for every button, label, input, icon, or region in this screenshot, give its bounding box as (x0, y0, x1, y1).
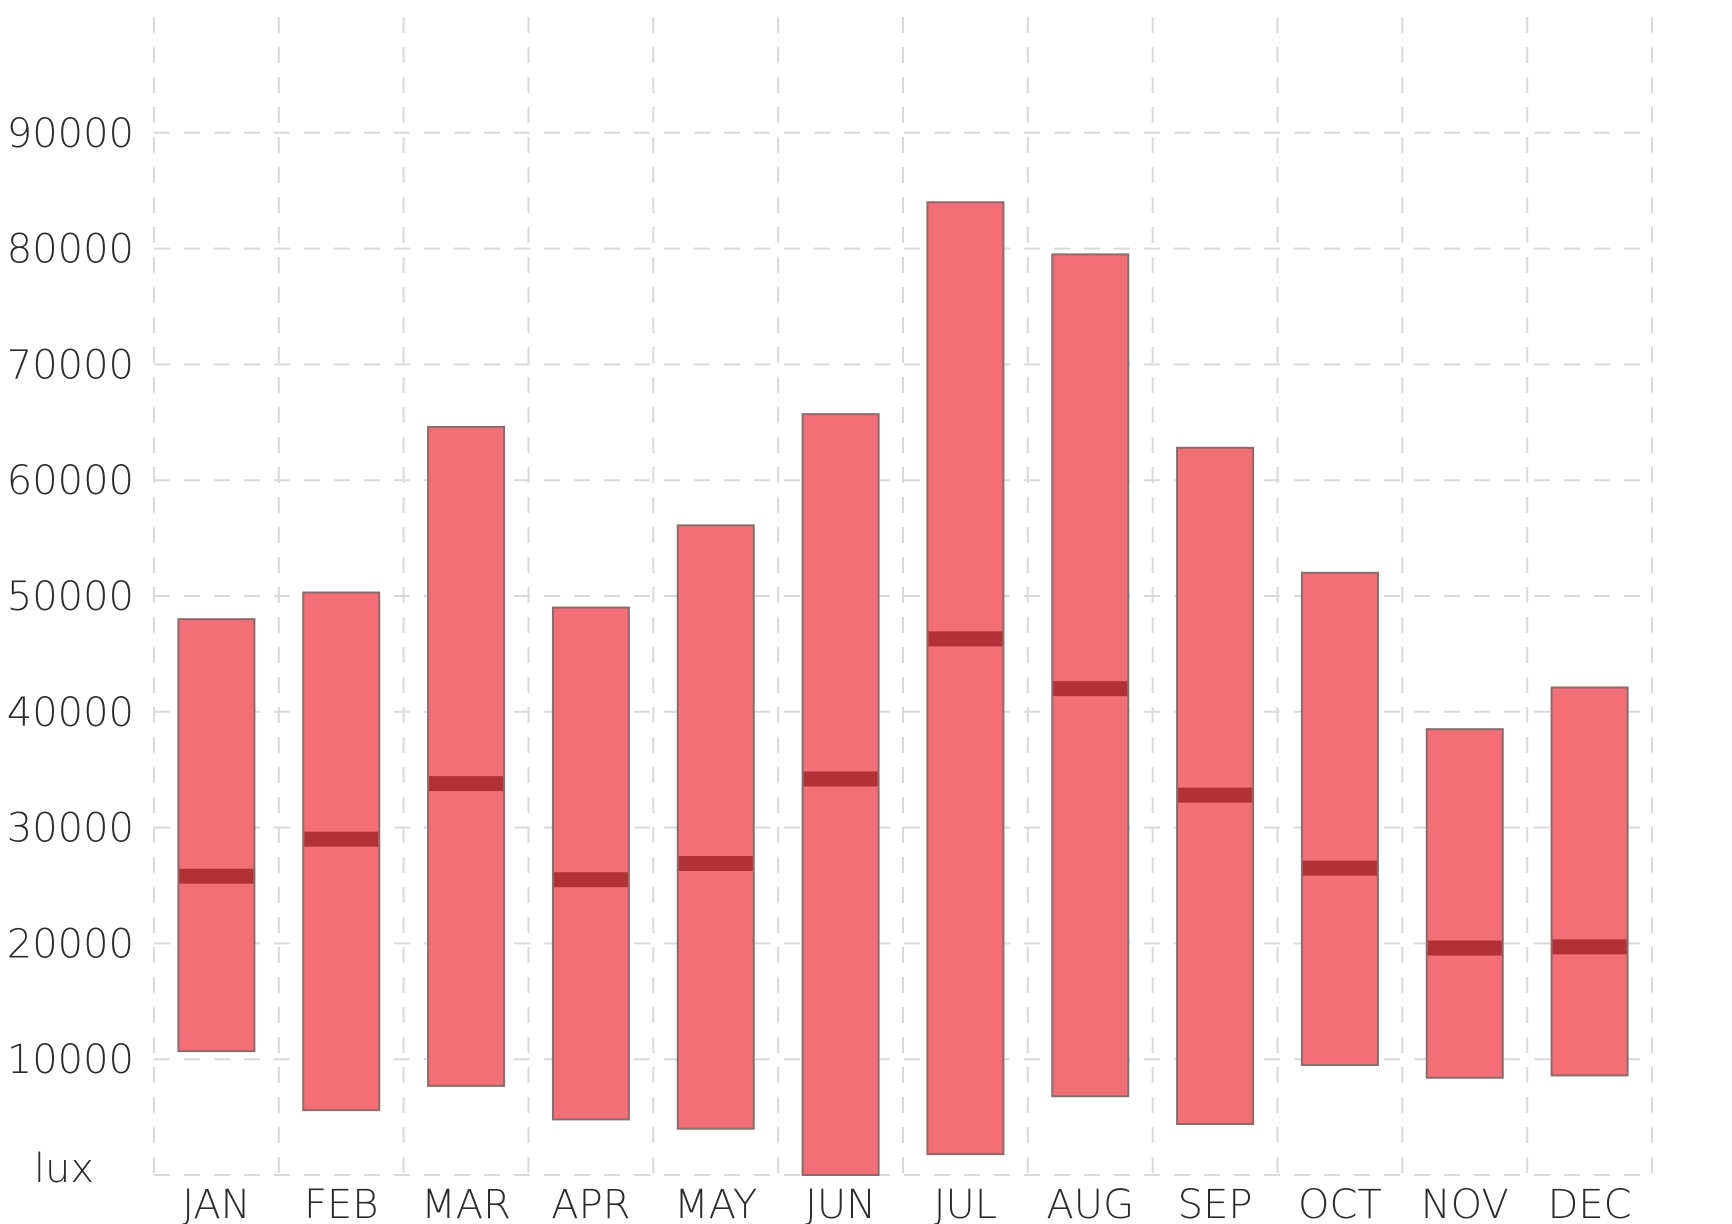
range-bar-sep (1176, 446, 1255, 1126)
range-bar-oct (1300, 571, 1379, 1066)
y-tick-label: 30000 (7, 806, 134, 852)
median-mark-feb (304, 831, 379, 847)
bars (177, 201, 1629, 1177)
x-tick-label-may: MAY (674, 1182, 757, 1224)
x-tick-label-oct: OCT (1298, 1182, 1382, 1224)
y-tick-label: 90000 (7, 111, 134, 157)
range-bar-dec (1550, 686, 1629, 1077)
median-mark-jun (803, 771, 878, 787)
y-tick-label: 60000 (7, 458, 134, 504)
y-axis-tick-labels: 10000 20000 30000 40000 50000 60000 70000 80000… (7, 111, 134, 1083)
x-tick-label-dec: DEC (1548, 1182, 1632, 1224)
median-mark-apr (553, 872, 628, 888)
x-tick-label-jan: JAN (182, 1182, 250, 1224)
median-mark-sep (1178, 787, 1253, 803)
x-tick-label-aug: AUG (1046, 1182, 1134, 1224)
median-mark-oct (1302, 860, 1377, 876)
range-bar-jun (801, 413, 880, 1177)
y-tick-label: 80000 (7, 227, 134, 273)
x-axis-tick-labels: JAN FEB MAR APR MAY JUN JUL AUG SEP OCT NOV DEC (182, 1182, 1631, 1224)
x-tick-label-jun: JUN (805, 1182, 876, 1224)
y-tick-label: 70000 (7, 342, 134, 388)
range-bar-mar (427, 425, 506, 1087)
median-mark-jul (928, 631, 1003, 647)
median-mark-mar (429, 776, 504, 792)
range-bar-nov (1425, 728, 1504, 1079)
median-mark-may (678, 855, 753, 871)
median-mark-aug (1053, 681, 1128, 697)
y-tick-label: 40000 (7, 690, 134, 736)
x-tick-label-feb: FEB (304, 1182, 378, 1224)
median-mark-dec (1552, 939, 1627, 955)
y-tick-label: 10000 (7, 1037, 134, 1083)
range-bar-jul (926, 201, 1005, 1156)
x-tick-label-mar: MAR (421, 1182, 511, 1224)
range-bar-aug (1051, 253, 1130, 1098)
grid-lines (153, 17, 1653, 1176)
y-tick-label: 20000 (7, 921, 134, 967)
median-mark-nov (1427, 940, 1502, 956)
median-mark-jan (179, 868, 254, 884)
range-bar-jan (177, 618, 256, 1053)
x-tick-label-nov: NOV (1421, 1182, 1509, 1224)
range-bar-may (676, 524, 755, 1130)
y-tick-label: 50000 (7, 574, 134, 620)
x-tick-label-apr: APR (551, 1182, 630, 1224)
x-tick-label-jul: JUL (934, 1182, 997, 1224)
x-tick-label-sep: SEP (1178, 1182, 1253, 1224)
y-axis-unit-label: lux (34, 1146, 94, 1192)
range-bar-feb (302, 591, 381, 1112)
range-bar-apr (551, 606, 630, 1121)
